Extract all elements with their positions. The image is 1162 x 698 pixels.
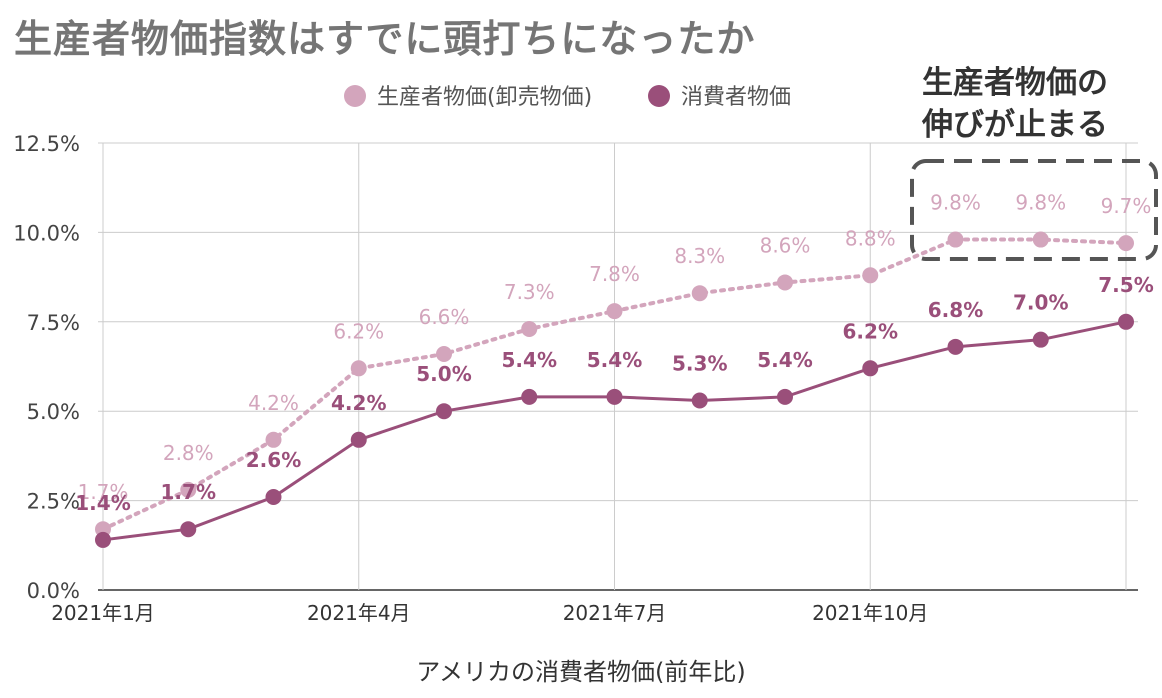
consumer-data-label: 5.4% <box>502 348 557 372</box>
producer-point <box>777 274 793 291</box>
producer-point <box>862 267 879 284</box>
consumer-point <box>521 388 538 405</box>
producer-data-label: 9.8% <box>1015 191 1066 215</box>
consumer-data-label: 7.0% <box>1013 291 1068 315</box>
consumer-data-label: 1.7% <box>161 480 216 504</box>
producer-point <box>180 481 197 498</box>
consumer-point <box>691 392 708 409</box>
producer-point <box>691 285 708 302</box>
annotation-line-1: 生産者物価の <box>922 65 1108 101</box>
x-tick-label: 2021年10月 <box>812 601 928 625</box>
consumer-data-label: 5.0% <box>416 362 471 386</box>
producer-data-label: 8.6% <box>760 233 811 257</box>
producer-data-label: 6.2% <box>333 319 384 343</box>
y-tick-label: 5.0% <box>27 400 80 424</box>
consumer-data-label: 6.8% <box>928 298 983 322</box>
consumer-point <box>947 338 964 355</box>
producer-data-label: 9.7% <box>1101 194 1152 218</box>
producer-data-label: 9.8% <box>930 191 981 215</box>
consumer-data-label: 5.4% <box>587 348 642 372</box>
y-tick-label: 10.0% <box>13 221 80 245</box>
consumer-point <box>1032 331 1049 348</box>
highlight-box <box>910 159 1158 261</box>
producer-point <box>521 320 538 337</box>
producer-data-label: 1.7% <box>78 480 129 504</box>
y-tick-label: 0.0% <box>27 579 80 603</box>
producer-point <box>265 431 282 448</box>
producer-data-label: 7.8% <box>589 262 640 286</box>
consumer-data-label: 5.4% <box>757 348 812 372</box>
producer-point <box>436 345 452 362</box>
consumer-point <box>862 360 879 377</box>
consumer-data-label: 6.2% <box>843 319 898 343</box>
legend-label-consumer: 消費者物価 <box>681 85 791 110</box>
producer-data-label: 8.8% <box>845 226 896 250</box>
producer-data-label: 6.6% <box>419 305 470 329</box>
y-tick-label: 12.5% <box>13 132 80 156</box>
producer-data-label: 4.2% <box>248 391 299 415</box>
producer-data-label: 8.3% <box>674 244 725 268</box>
chart-title: 生産者物価指数はすでに頭打ちになったか <box>14 17 756 61</box>
consumer-data-label: 4.2% <box>331 391 386 415</box>
producer-point <box>1118 235 1134 252</box>
consumer-data-label: 2.6% <box>246 448 301 472</box>
producer-data-label: 7.3% <box>504 280 555 304</box>
producer-point <box>350 360 367 377</box>
consumer-point <box>95 531 111 548</box>
producer-point <box>1032 231 1049 248</box>
producer-point <box>947 231 964 248</box>
legend-marker-producer <box>344 85 366 107</box>
consumer-data-label: 7.5% <box>1098 273 1153 297</box>
x-tick-label: 2021年4月 <box>307 601 411 625</box>
consumer-point <box>1118 313 1134 330</box>
annotation-text: 生産者物価の 伸びが止まる <box>922 62 1108 146</box>
x-tick-label: 2021年1月 <box>51 601 155 625</box>
producer-point <box>606 303 623 320</box>
producer-data-label: 2.8% <box>163 441 214 465</box>
x-axis-title: アメリカの消費者物価(前年比) <box>416 658 746 686</box>
consumer-point <box>606 388 623 405</box>
consumer-data-label: 5.3% <box>672 351 727 375</box>
y-tick-label: 7.5% <box>27 311 80 335</box>
y-tick-label: 2.5% <box>27 490 80 514</box>
consumer-point <box>777 388 793 405</box>
consumer-point <box>350 431 367 448</box>
consumer-point <box>265 489 282 506</box>
consumer-point <box>436 403 452 420</box>
legend-marker-consumer <box>648 85 670 107</box>
consumer-data-label: 1.4% <box>75 491 130 515</box>
legend-label-producer: 生産者物価(卸売物価) <box>377 85 592 110</box>
annotation-line-2: 伸びが止まる <box>922 107 1108 143</box>
x-tick-label: 2021年7月 <box>563 601 667 625</box>
consumer-point <box>180 521 197 538</box>
